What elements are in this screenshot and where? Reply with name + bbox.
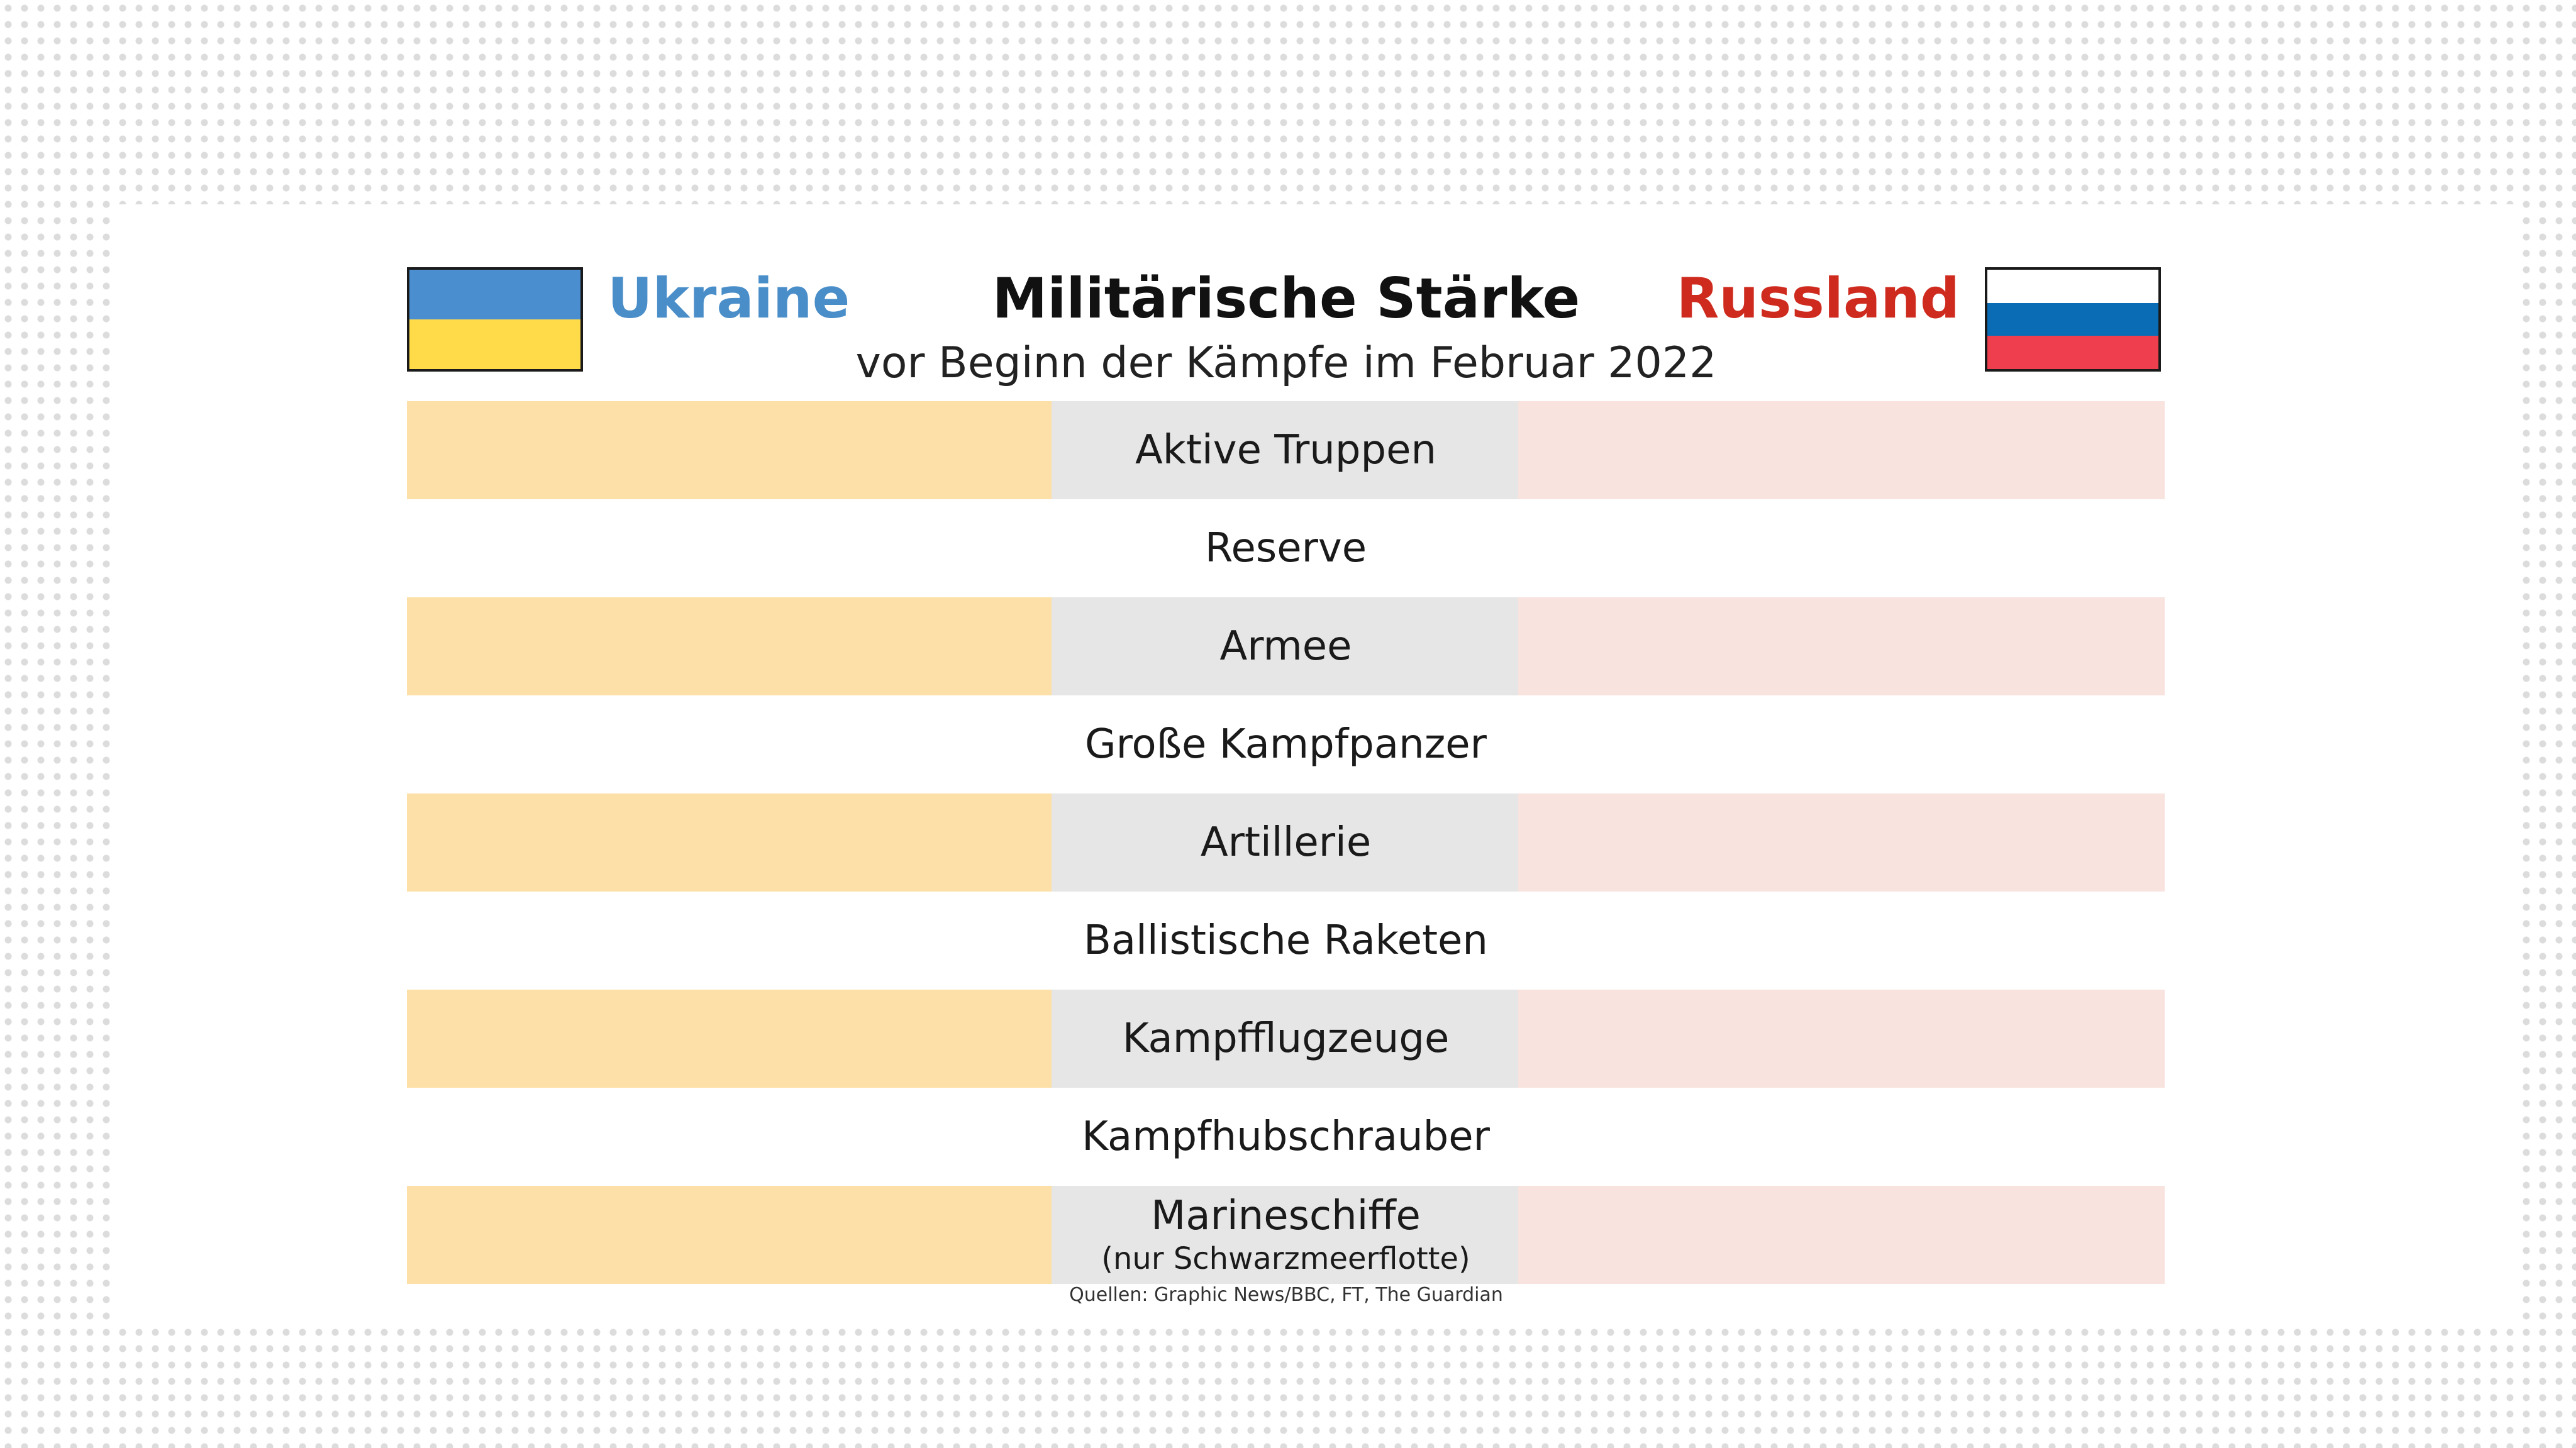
category-cell (1052, 990, 1518, 1088)
country-label-ukraine: Ukraine (608, 266, 850, 331)
table-row: Artillerie (407, 793, 2165, 892)
row-label: Kampfhubschrauber (1082, 1114, 1490, 1160)
table-row: Armee (407, 597, 2165, 695)
russia-flag-icon (1985, 267, 2161, 372)
category-cell (1052, 793, 1518, 892)
comparison-table: Aktive Truppen Reserve Armee Große Kampf… (407, 401, 2165, 1284)
category-cell (1052, 1186, 1518, 1284)
row-label: Armee (1219, 623, 1352, 670)
russia-value-cell (1518, 401, 2165, 499)
table-row: Kampfhubschrauber (407, 1088, 2165, 1186)
table-row: Ballistische Raketen (407, 892, 2165, 990)
table-row: Große Kampfpanzer (407, 695, 2165, 793)
row-label: Marineschiffe (1151, 1193, 1421, 1239)
ukraine-flag-icon (407, 267, 583, 372)
ukraine-value-cell (407, 597, 1052, 695)
source-note: Quellen: Graphic News/BBC, FT, The Guard… (1069, 1284, 1503, 1306)
ukraine-flag-blue-stripe (409, 270, 580, 319)
country-label-russland: Russland (1676, 266, 1960, 331)
row-note: (nur Schwarzmeerflotte) (1101, 1241, 1470, 1276)
page-title: Militärische Stärke (992, 266, 1580, 331)
russia-flag-white-stripe (1987, 270, 2158, 303)
row-label: Reserve (1204, 525, 1367, 572)
infographic-card (113, 204, 2522, 1320)
russia-value-cell (1518, 990, 2165, 1088)
russia-value-cell (1518, 793, 2165, 892)
ukraine-value-cell (407, 1186, 1052, 1284)
table-row: Kampfflugzeuge (407, 990, 2165, 1088)
ukraine-flag-yellow-stripe (409, 319, 580, 369)
ukraine-value-cell (407, 793, 1052, 892)
page-subtitle: vor Beginn der Kämpfe im Februar 2022 (855, 338, 1717, 388)
russia-value-cell (1518, 597, 2165, 695)
category-cell (1052, 597, 1518, 695)
russia-flag-blue-stripe (1987, 302, 2158, 336)
row-label: Aktive Truppen (1135, 427, 1437, 473)
ukraine-value-cell (407, 401, 1052, 499)
russia-flag-red-stripe (1987, 336, 2158, 369)
table-row: Reserve (407, 499, 2165, 597)
category-cell (1052, 401, 1518, 499)
table-row: Marineschiffe (nur Schwarzmeerflotte) (407, 1186, 2165, 1284)
russia-value-cell (1518, 1186, 2165, 1284)
table-row: Aktive Truppen (407, 401, 2165, 499)
row-label: Artillerie (1200, 819, 1372, 866)
row-label: Ballistische Raketen (1084, 917, 1488, 964)
row-label: Große Kampfpanzer (1085, 721, 1487, 768)
row-label: Kampfflugzeuge (1122, 1015, 1450, 1062)
ukraine-value-cell (407, 990, 1052, 1088)
